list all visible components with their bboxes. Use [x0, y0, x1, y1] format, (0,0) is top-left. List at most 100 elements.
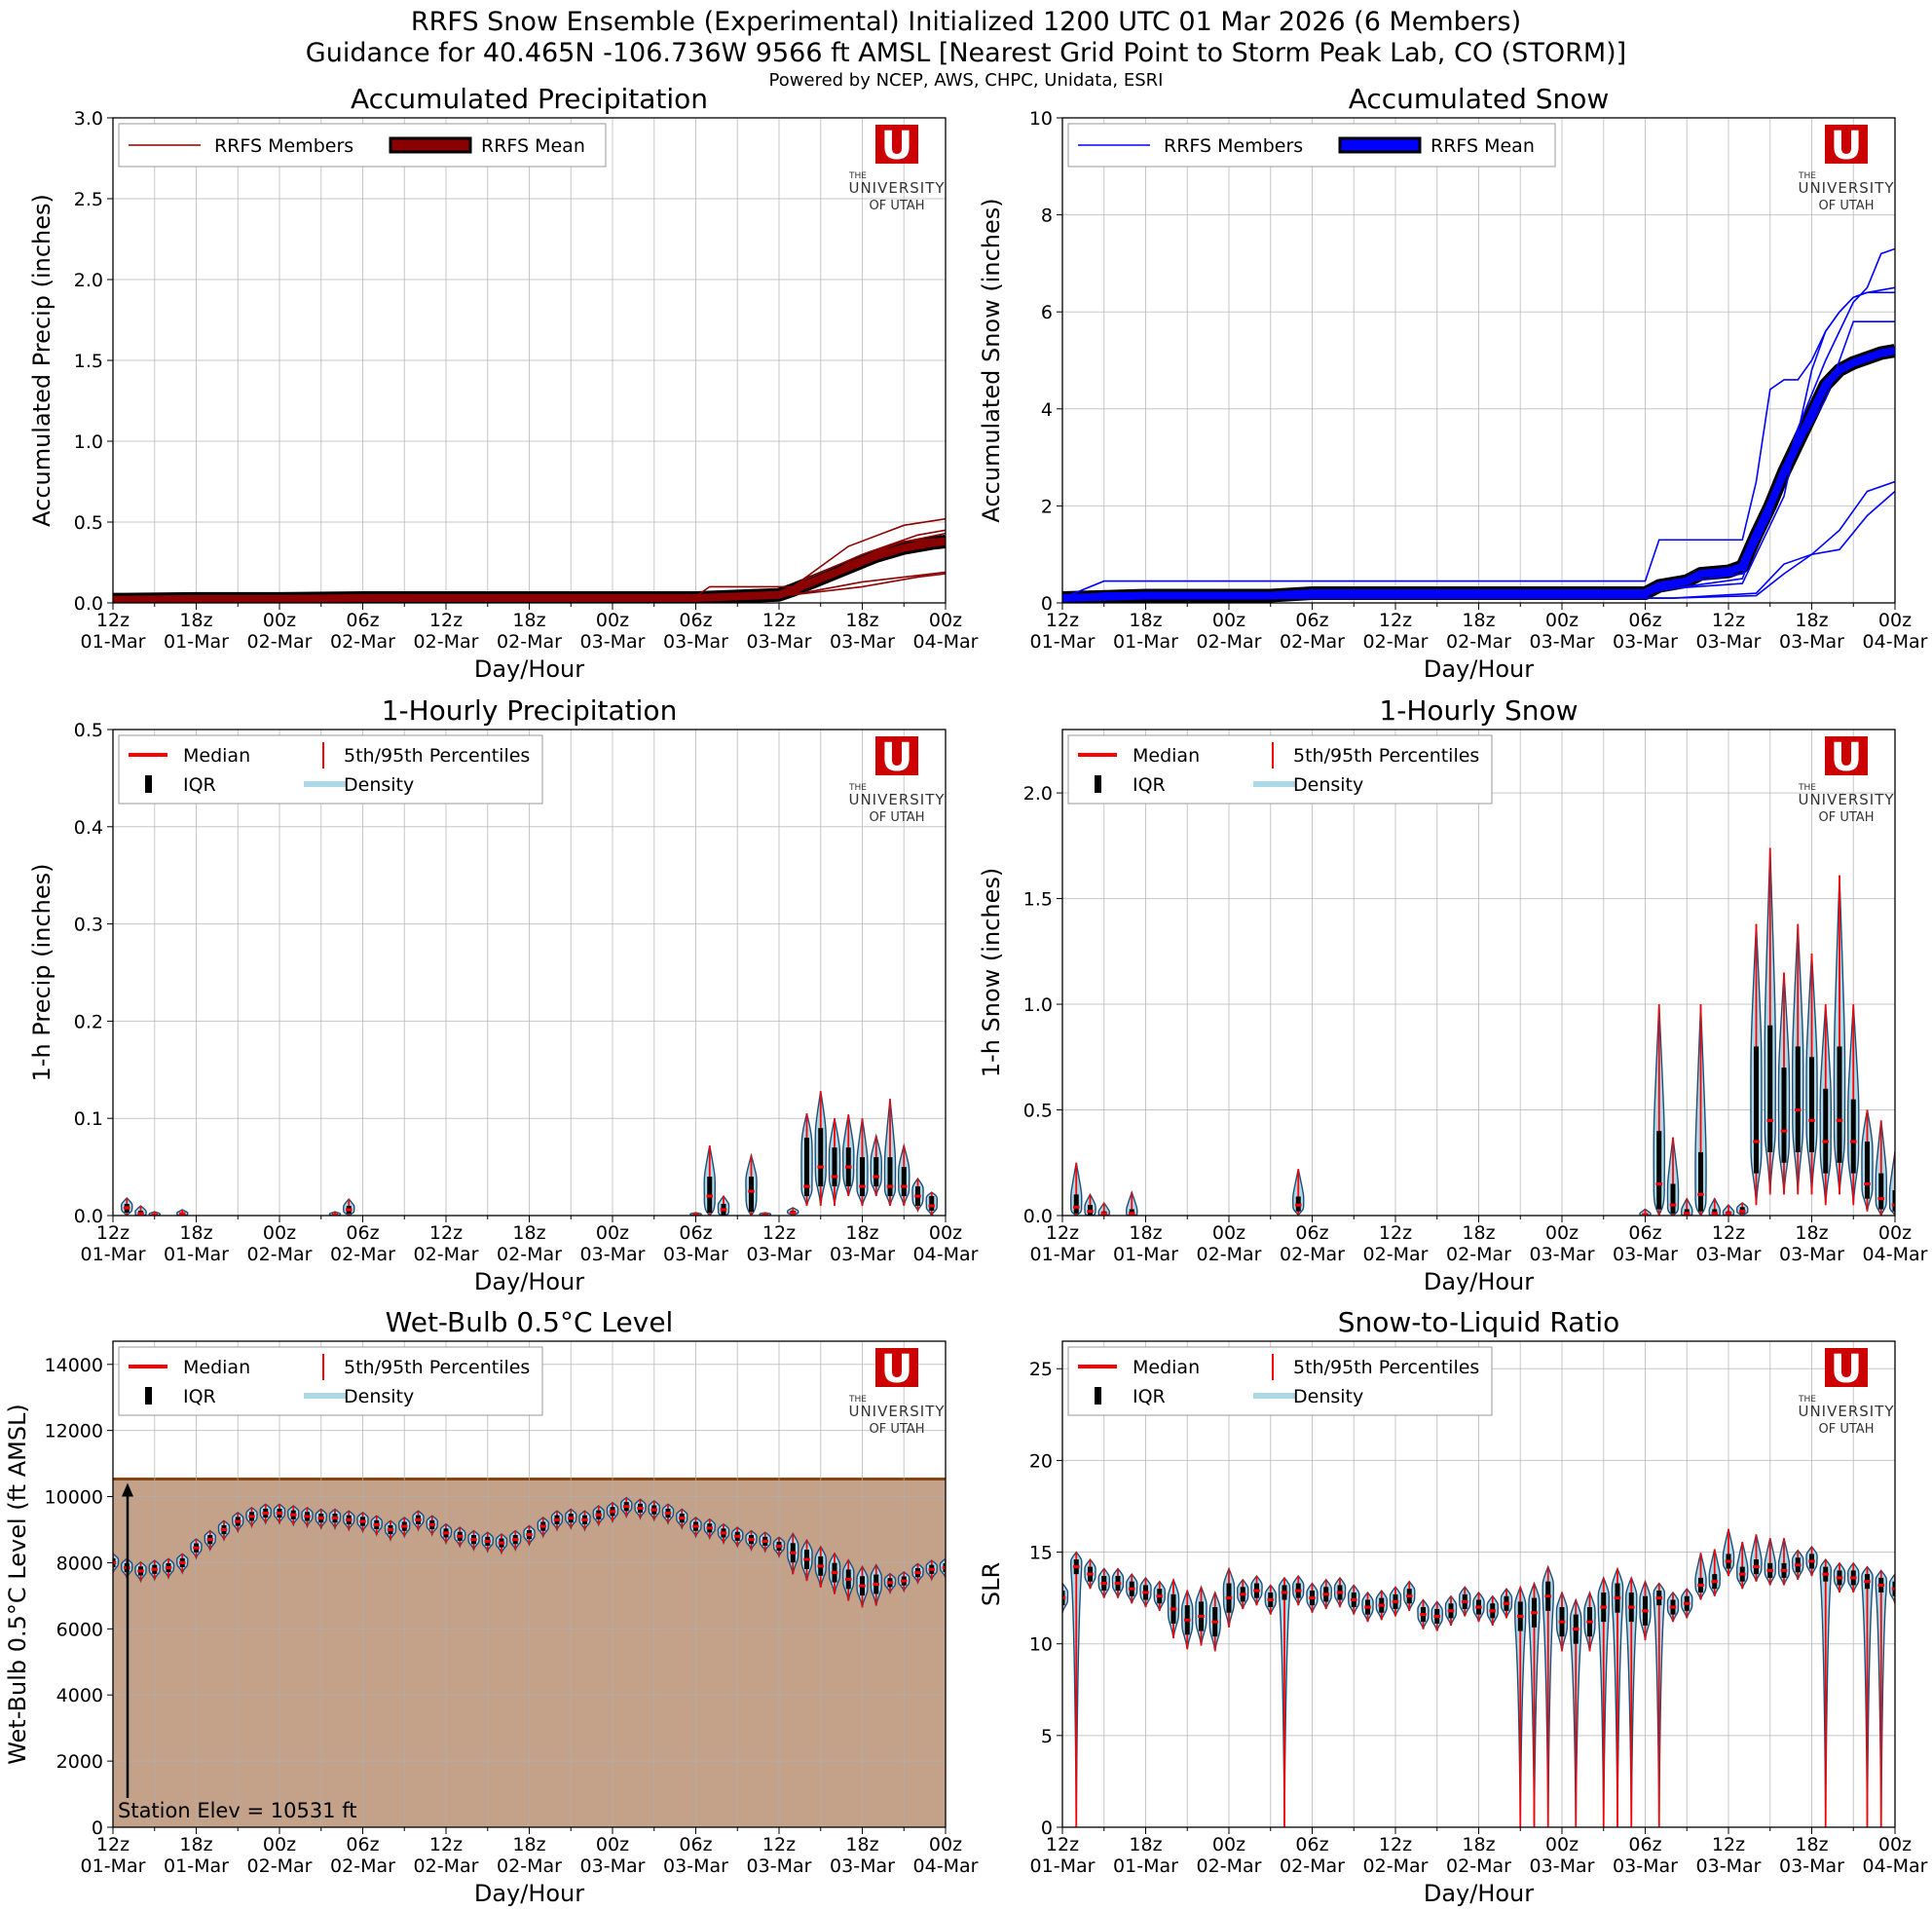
violin — [1875, 1120, 1888, 1216]
grid — [112, 117, 947, 604]
logo-u-letter: U — [1831, 1347, 1862, 1392]
axes-frame — [112, 117, 947, 604]
x-tick-label-day: 02-Mar — [414, 631, 479, 653]
y-tick-label: 8000 — [56, 1553, 103, 1574]
x-tick-label-day: 03-Mar — [747, 631, 812, 653]
violin — [856, 1118, 869, 1207]
x-tick-label-hour: 18z — [845, 1222, 878, 1244]
violin — [1597, 1576, 1611, 1827]
x-tick-label-day: 01-Mar — [1030, 631, 1096, 653]
y-tick-label: 14000 — [45, 1355, 103, 1376]
violin — [911, 1177, 924, 1214]
x-tick-label-day: 02-Mar — [497, 1244, 562, 1265]
violin-iqr — [1670, 1183, 1676, 1214]
logo-u-block — [1825, 125, 1868, 164]
x-tick-label-day: 02-Mar — [1197, 1244, 1262, 1265]
x-tick-label-hour: 00z — [263, 1222, 296, 1244]
x-tick-label-day: 03-Mar — [1530, 1855, 1595, 1877]
violin — [134, 1560, 147, 1584]
violin — [1153, 1580, 1167, 1611]
x-tick-label-day: 01-Mar — [1030, 1855, 1096, 1877]
legend-mean-label: RRFS Mean — [1430, 135, 1535, 157]
violin — [190, 1538, 203, 1560]
violin-iqr — [832, 1147, 837, 1187]
legend-median-label: Median — [1133, 745, 1200, 767]
violin — [1430, 1600, 1444, 1631]
y-tick-label: 6000 — [56, 1619, 103, 1640]
x-tick-label-hour: 00z — [1212, 1222, 1245, 1244]
violin — [1291, 1574, 1305, 1606]
x-tick-label-hour: 12z — [1046, 1222, 1079, 1244]
y-axis-label: Accumulated Precip (inches) — [28, 194, 56, 527]
x-tick-label-hour: 00z — [263, 610, 296, 631]
violin — [1680, 1588, 1693, 1619]
x-tick-label-day: 03-Mar — [580, 631, 646, 653]
logo-the-text: THE — [1798, 171, 1816, 181]
violin — [1389, 1586, 1402, 1617]
violin — [120, 1197, 133, 1216]
x-tick-label-hour: 06z — [679, 1834, 712, 1855]
x-tick-label-day: 01-Mar — [81, 1244, 146, 1265]
violin — [1195, 1585, 1208, 1646]
x-tick-label-hour: 12z — [1712, 1222, 1745, 1244]
logo-u-block — [1825, 1348, 1868, 1387]
violin — [342, 1510, 355, 1532]
violin — [1472, 1591, 1485, 1623]
violin — [1846, 1561, 1860, 1593]
x-tick-label-hour: 00z — [1545, 610, 1579, 631]
violin-iqr — [929, 1196, 935, 1212]
x-tick-label-day: 03-Mar — [1696, 1855, 1762, 1877]
violin — [1846, 1003, 1860, 1206]
logo-u-block — [875, 125, 918, 164]
x-tick-label-day: 03-Mar — [1779, 1244, 1844, 1265]
y-tick-label: 2 — [1041, 496, 1053, 517]
member-line — [113, 573, 946, 601]
x-tick-label-hour: 06z — [1295, 610, 1328, 631]
violin — [550, 1510, 564, 1532]
x-tick-label-hour: 18z — [1795, 1222, 1828, 1244]
violin — [259, 1503, 273, 1525]
violin — [703, 1145, 717, 1216]
x-tick-label-hour: 00z — [596, 1222, 629, 1244]
violin — [1444, 1594, 1458, 1627]
violin — [745, 1152, 758, 1216]
x-tick-label-day: 01-Mar — [81, 1855, 146, 1877]
x-tick-label-day: 04-Mar — [1863, 1855, 1928, 1877]
violin — [745, 1529, 758, 1553]
x-tick-label-day: 03-Mar — [747, 1855, 812, 1877]
violin — [619, 1496, 633, 1519]
logo-the-text: THE — [848, 171, 867, 181]
x-tick-label-day: 03-Mar — [830, 631, 895, 653]
violin — [1528, 1581, 1541, 1827]
violin — [1097, 1201, 1111, 1216]
violin — [273, 1503, 286, 1525]
violin-iqr — [887, 1157, 893, 1197]
violin — [1180, 1589, 1194, 1650]
y-axis-label: 1-h Precip (inches) — [28, 864, 56, 1082]
logo-u-letter: U — [881, 1347, 912, 1392]
plot-area — [113, 517, 946, 603]
x-tick-label-hour: 00z — [1212, 610, 1245, 631]
violin-iqr — [818, 1128, 824, 1187]
x-tick-label-hour: 06z — [346, 1834, 379, 1855]
logo-university-text: UNIVERSITY — [848, 179, 945, 197]
x-tick-label-hour: 12z — [1046, 610, 1079, 631]
y-tick-label: 0.2 — [74, 1011, 103, 1032]
legend-percentile-label: 5th/95th Percentiles — [344, 745, 530, 767]
logo-of-utah-text: OF UTAH — [1819, 810, 1875, 825]
violin — [204, 1529, 217, 1553]
violin — [1417, 1598, 1430, 1630]
violin — [925, 1191, 939, 1216]
y-tick-label: 15 — [1029, 1543, 1053, 1564]
violin — [592, 1505, 606, 1527]
plot-area — [1069, 847, 1895, 1216]
y-tick-label: 0.0 — [74, 1206, 103, 1227]
violin — [772, 1536, 786, 1558]
x-tick-label-hour: 18z — [512, 1222, 545, 1244]
violin — [925, 1559, 939, 1582]
x-tick-label-day: 01-Mar — [1113, 1855, 1178, 1877]
x-tick-label-hour: 00z — [929, 610, 962, 631]
